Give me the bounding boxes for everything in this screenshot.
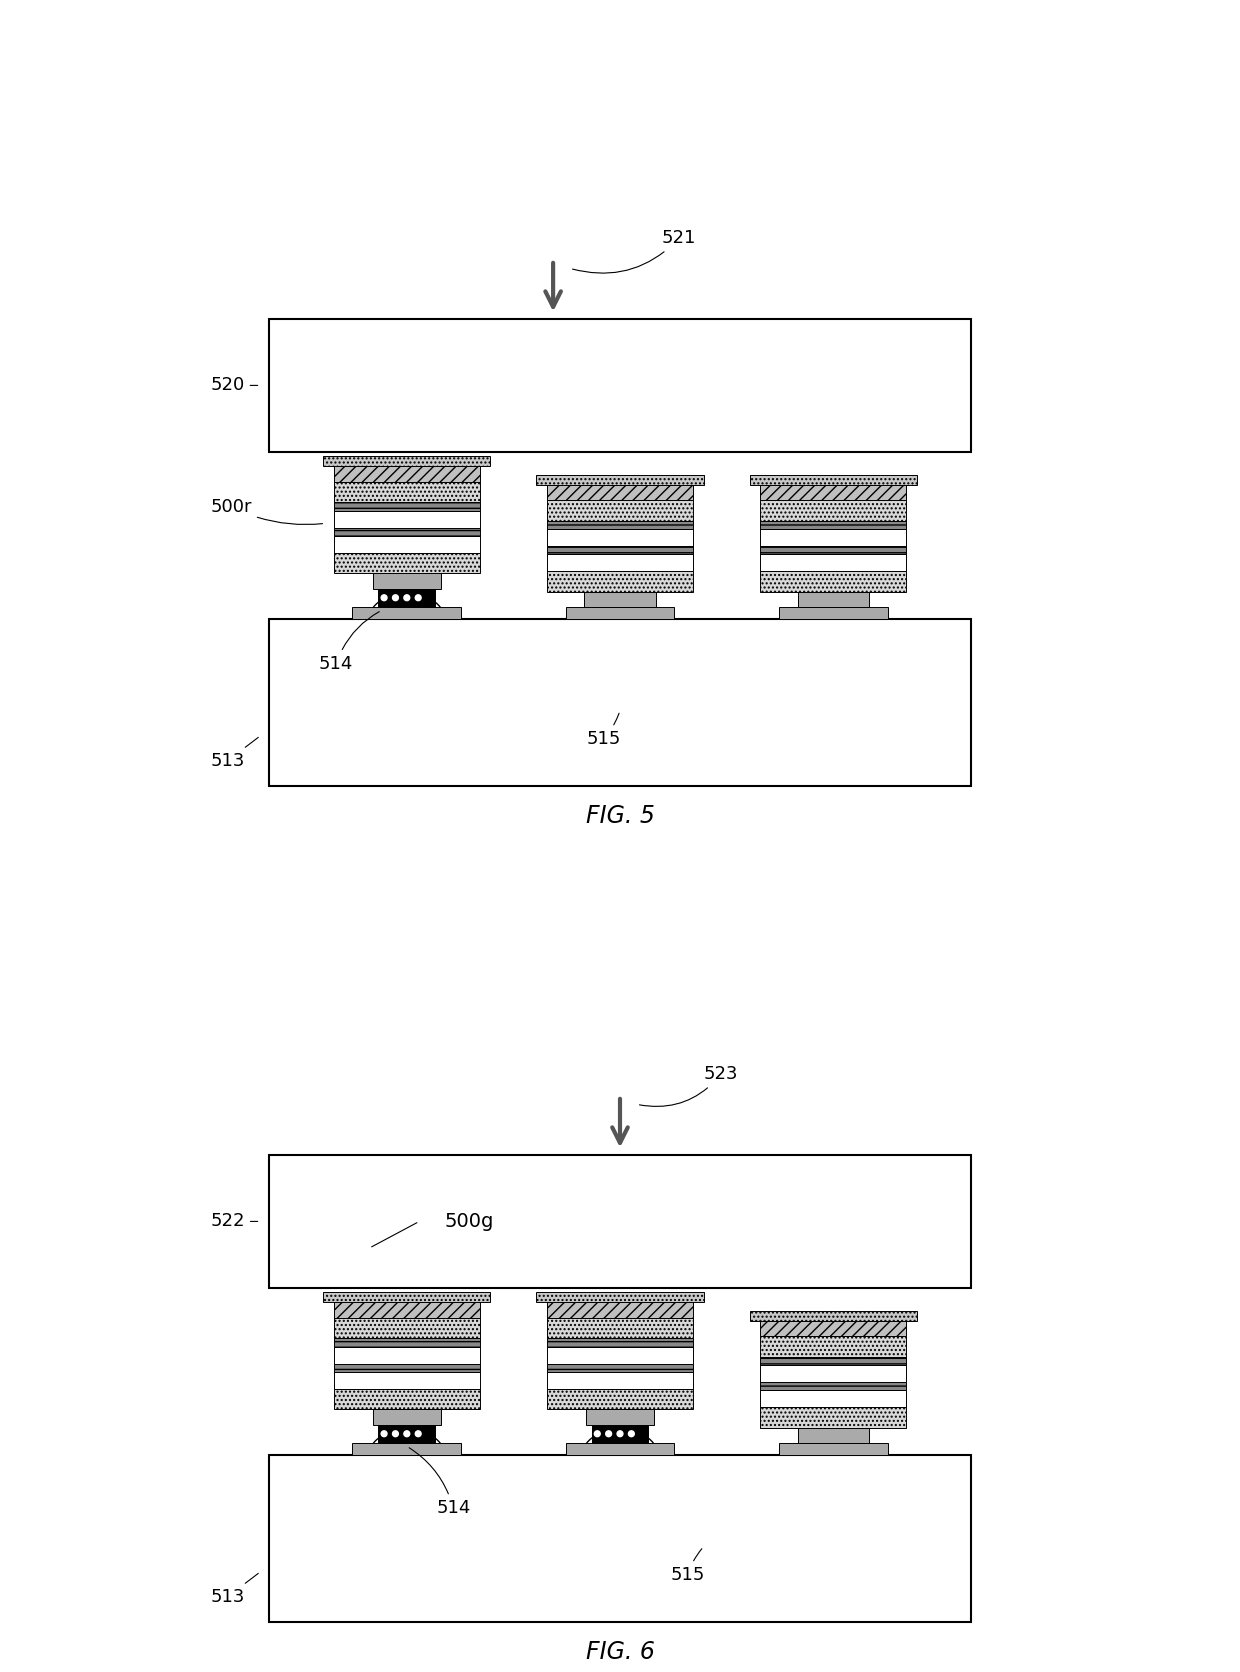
Bar — [334, 1338, 480, 1346]
Bar — [334, 466, 480, 482]
Bar — [797, 592, 869, 607]
Text: 520: 520 — [211, 376, 258, 395]
Bar — [760, 1358, 906, 1364]
Bar — [760, 500, 906, 522]
Bar — [547, 570, 693, 592]
Bar — [269, 318, 971, 451]
Bar — [797, 1428, 869, 1443]
Bar — [378, 1425, 435, 1443]
Bar — [537, 1292, 703, 1302]
Bar — [269, 1455, 971, 1622]
Polygon shape — [583, 1430, 657, 1455]
Text: 500g: 500g — [445, 1212, 495, 1231]
Bar — [760, 1389, 906, 1406]
Text: 514: 514 — [319, 612, 379, 672]
Bar — [334, 510, 480, 527]
Bar — [547, 1346, 693, 1363]
Bar — [779, 1443, 888, 1455]
Bar — [749, 1311, 916, 1321]
Text: 522: 522 — [211, 1212, 258, 1231]
Bar — [352, 1443, 461, 1455]
Bar — [334, 1302, 480, 1318]
Circle shape — [404, 1431, 409, 1436]
Circle shape — [605, 1431, 611, 1436]
Text: 523: 523 — [640, 1065, 738, 1107]
Bar — [760, 553, 906, 570]
Bar — [352, 607, 461, 619]
Circle shape — [629, 1431, 635, 1436]
Bar — [547, 1363, 693, 1371]
Bar — [779, 607, 888, 619]
Bar — [547, 1388, 693, 1409]
Bar — [760, 1406, 906, 1428]
Bar — [334, 1318, 480, 1338]
Bar — [334, 528, 480, 535]
Bar — [547, 547, 693, 555]
Bar — [372, 1409, 441, 1425]
Bar — [547, 500, 693, 522]
Text: 515: 515 — [587, 714, 621, 747]
Bar — [547, 522, 693, 528]
Bar — [547, 528, 693, 545]
Bar — [760, 485, 906, 500]
Circle shape — [393, 595, 398, 600]
Bar — [760, 570, 906, 592]
Bar — [760, 522, 906, 528]
Bar — [334, 482, 480, 502]
Polygon shape — [370, 1430, 444, 1455]
Bar — [324, 1292, 490, 1302]
Bar — [334, 1346, 480, 1363]
Polygon shape — [370, 594, 444, 619]
Text: 514: 514 — [409, 1448, 470, 1517]
Bar — [547, 1318, 693, 1338]
Bar — [547, 1338, 693, 1346]
Bar — [547, 1302, 693, 1318]
Text: 500r: 500r — [211, 498, 322, 525]
Bar — [334, 535, 480, 552]
Bar — [547, 553, 693, 570]
Text: 515: 515 — [670, 1548, 704, 1583]
Circle shape — [618, 1431, 622, 1436]
Bar — [760, 1381, 906, 1389]
Bar — [760, 528, 906, 545]
Circle shape — [404, 595, 409, 600]
Circle shape — [415, 595, 422, 600]
Bar — [334, 552, 480, 573]
Text: FIG. 5: FIG. 5 — [585, 804, 655, 828]
Text: 513: 513 — [211, 1573, 258, 1605]
Bar — [334, 1363, 480, 1371]
Circle shape — [415, 1431, 422, 1436]
Bar — [547, 1371, 693, 1388]
Bar — [584, 592, 656, 607]
Bar — [269, 619, 971, 786]
Bar — [760, 547, 906, 555]
Text: 521: 521 — [573, 229, 696, 273]
Bar — [565, 1443, 675, 1455]
Circle shape — [381, 1431, 387, 1436]
Bar — [334, 1388, 480, 1409]
Bar — [372, 573, 441, 589]
Bar — [565, 607, 675, 619]
Circle shape — [381, 595, 387, 600]
Text: 513: 513 — [211, 737, 258, 769]
Bar — [547, 485, 693, 500]
Bar — [749, 475, 916, 485]
Bar — [378, 589, 435, 607]
Circle shape — [393, 1431, 398, 1436]
Circle shape — [594, 1431, 600, 1436]
Text: FIG. 6: FIG. 6 — [585, 1640, 655, 1664]
Bar — [585, 1409, 655, 1425]
Bar — [269, 1154, 971, 1287]
Bar — [591, 1425, 649, 1443]
Bar — [334, 1371, 480, 1388]
Bar — [760, 1321, 906, 1336]
Bar — [760, 1364, 906, 1381]
Bar — [324, 456, 490, 466]
Bar — [760, 1336, 906, 1358]
Bar — [537, 475, 703, 485]
Bar — [334, 502, 480, 510]
